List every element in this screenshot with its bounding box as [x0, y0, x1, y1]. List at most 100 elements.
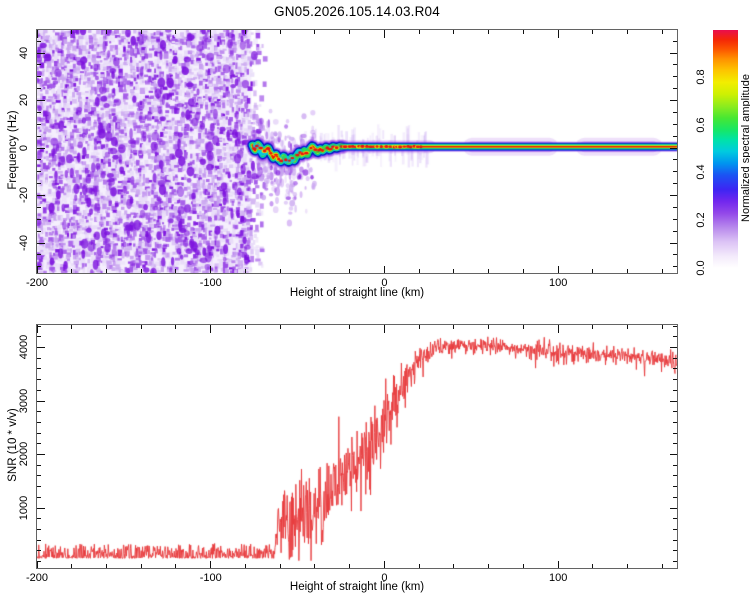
tick-mark	[673, 183, 677, 185]
tick-mark	[661, 325, 663, 329]
tick-mark	[453, 325, 455, 329]
tick-mark	[349, 269, 351, 273]
colorbar-tick-label: 0.6	[695, 117, 707, 133]
tick-mark	[673, 561, 677, 563]
tick-mark	[37, 76, 41, 78]
tick-mark	[383, 325, 385, 333]
tick-mark	[557, 560, 559, 568]
tick-mark	[557, 325, 559, 333]
tick-mark	[140, 30, 142, 34]
tick-mark	[279, 30, 281, 34]
tick-mark	[488, 269, 490, 273]
tick-mark	[37, 218, 41, 220]
y-tick-label: 40	[18, 46, 30, 59]
tick-mark	[37, 336, 41, 338]
tick-mark	[37, 40, 41, 42]
tick-mark	[314, 564, 316, 568]
tick-mark	[37, 486, 41, 488]
tick-mark	[244, 269, 246, 273]
tick-mark	[37, 171, 41, 173]
tick-mark	[522, 269, 524, 273]
tick-mark	[36, 325, 38, 333]
tick-mark	[37, 464, 41, 466]
tick-mark	[37, 400, 45, 402]
tick-mark	[592, 325, 594, 329]
tick-mark	[37, 379, 41, 381]
tick-mark	[37, 325, 41, 327]
tick-mark	[627, 564, 629, 568]
tick-mark	[175, 269, 177, 273]
x-tick-label: 100	[548, 277, 568, 289]
tick-mark	[37, 357, 41, 359]
tick-mark	[37, 111, 41, 113]
tick-mark	[314, 30, 316, 34]
tick-mark	[37, 230, 41, 232]
tick-mark	[669, 346, 677, 348]
tick-mark	[37, 528, 41, 530]
tick-mark	[210, 30, 212, 38]
tick-mark	[669, 242, 677, 244]
tick-mark	[669, 100, 677, 102]
tick-mark	[418, 325, 420, 329]
tick-mark	[673, 475, 677, 477]
spectrogram-canvas	[37, 30, 677, 273]
tick-mark	[673, 528, 677, 530]
tick-mark	[37, 496, 41, 498]
tick-mark	[279, 269, 281, 273]
tick-mark	[592, 269, 594, 273]
tick-mark	[453, 269, 455, 273]
x-tick-label: -100	[199, 277, 222, 289]
x-tick-label: -100	[199, 572, 222, 584]
tick-mark	[669, 454, 677, 456]
tick-mark	[673, 432, 677, 434]
tick-mark	[673, 159, 677, 161]
tick-mark	[175, 564, 177, 568]
tick-mark	[627, 30, 629, 34]
tick-mark	[488, 30, 490, 34]
tick-mark	[669, 147, 677, 149]
tick-mark	[349, 30, 351, 34]
tick-mark	[673, 496, 677, 498]
tick-mark	[37, 443, 41, 445]
tick-mark	[383, 560, 385, 568]
tick-mark	[673, 123, 677, 125]
tick-mark	[140, 269, 142, 273]
tick-mark	[37, 242, 45, 244]
tick-mark	[37, 561, 41, 563]
tick-mark	[673, 171, 677, 173]
tick-mark	[673, 64, 677, 66]
colorbar-tick-label: 0.4	[695, 164, 707, 180]
tick-mark	[627, 325, 629, 329]
tick-mark	[71, 564, 73, 568]
tick-mark	[488, 325, 490, 329]
tick-mark	[673, 443, 677, 445]
tick-mark	[522, 325, 524, 329]
tick-mark	[37, 411, 41, 413]
colorbar-tick-label: 0.0	[695, 259, 707, 276]
tick-mark	[37, 475, 41, 477]
tick-mark	[669, 507, 677, 509]
tick-mark	[314, 269, 316, 273]
tick-mark	[673, 88, 677, 90]
tick-mark	[37, 254, 41, 256]
tick-mark	[244, 30, 246, 34]
tick-mark	[673, 421, 677, 423]
y-tick-label: -40	[18, 234, 30, 251]
tick-mark	[453, 30, 455, 34]
tick-mark	[37, 266, 41, 268]
tick-mark	[37, 507, 45, 509]
y-tick-label: 3000	[18, 388, 30, 413]
tick-mark	[673, 325, 677, 327]
tick-mark	[349, 564, 351, 568]
tick-mark	[669, 195, 677, 197]
tick-mark	[37, 88, 41, 90]
tick-mark	[673, 230, 677, 232]
tick-mark	[175, 325, 177, 329]
tick-mark	[210, 325, 212, 333]
tick-mark	[557, 265, 559, 273]
snr-plot	[36, 324, 678, 569]
y-tick-label: 4000	[18, 334, 30, 360]
x-tick-label: 0	[381, 572, 388, 584]
tick-mark	[71, 269, 73, 273]
